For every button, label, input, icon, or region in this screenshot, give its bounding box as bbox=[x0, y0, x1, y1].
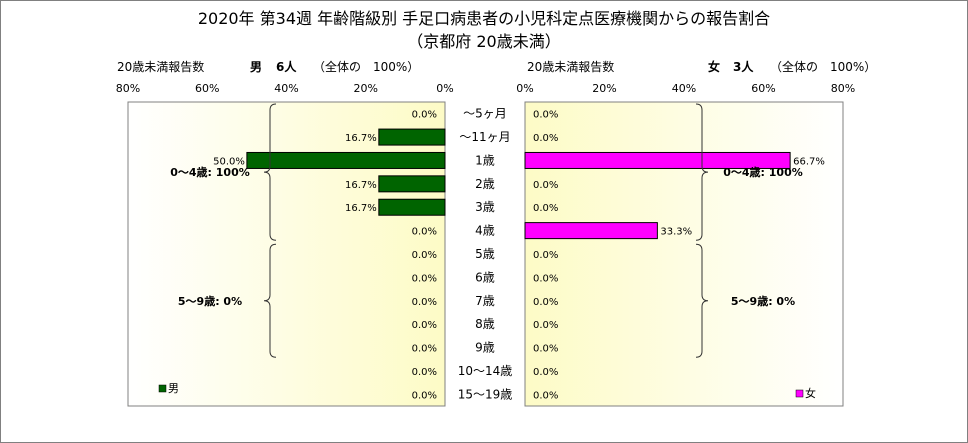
female-data-label: 0.0% bbox=[533, 110, 558, 121]
female-data-label: 0.0% bbox=[533, 367, 558, 378]
female-data-label: 66.7% bbox=[793, 156, 825, 167]
female-plot-area bbox=[524, 101, 844, 407]
category-label: ～5ヶ月 bbox=[463, 107, 507, 121]
category-label: 8歳 bbox=[475, 317, 495, 331]
male-group-label: 0～4歳: 100% bbox=[170, 165, 250, 179]
category-label: 10～14歳 bbox=[458, 364, 513, 378]
male-x-tick-label: 40% bbox=[274, 82, 298, 95]
male-data-label: 0.0% bbox=[412, 250, 437, 261]
female-group-brace bbox=[695, 103, 709, 241]
female-data-label: 0.0% bbox=[533, 180, 558, 191]
female-legend-swatch bbox=[795, 389, 804, 398]
category-label: ～11ヶ月 bbox=[459, 130, 510, 144]
male-data-label: 0.0% bbox=[412, 320, 437, 331]
male-data-label: 0.0% bbox=[412, 367, 437, 378]
male-data-label: 0.0% bbox=[412, 110, 437, 121]
male-data-label: 0.0% bbox=[412, 297, 437, 308]
female-x-tick-label: 0% bbox=[516, 82, 533, 95]
male-data-label: 16.7% bbox=[345, 180, 377, 191]
female-data-label: 33.3% bbox=[660, 227, 692, 238]
female-group-label: 5～9歳: 0% bbox=[731, 294, 795, 308]
female-legend-label: 女 bbox=[805, 386, 816, 400]
female-total-note: （全体の 100%） bbox=[770, 60, 877, 74]
male-legend-swatch bbox=[158, 384, 167, 393]
category-label: 9歳 bbox=[475, 341, 495, 355]
female-data-label: 0.0% bbox=[533, 390, 558, 401]
female-group-label: 0～4歳: 100% bbox=[723, 165, 803, 179]
female-data-label: 0.0% bbox=[533, 344, 558, 355]
male-data-label: 0.0% bbox=[412, 390, 437, 401]
female-gender-label: 女 bbox=[708, 60, 721, 74]
category-label: 5歳 bbox=[475, 247, 495, 261]
male-count: 6人 bbox=[276, 60, 297, 74]
category-label: 3歳 bbox=[475, 200, 495, 214]
category-label: 1歳 bbox=[475, 153, 495, 167]
male-x-tick-label: 0% bbox=[436, 82, 453, 95]
male-x-tick-label: 60% bbox=[195, 82, 219, 95]
female-x-tick-label: 20% bbox=[592, 82, 616, 95]
female-x-tick-label: 40% bbox=[672, 82, 696, 95]
male-data-label: 16.7% bbox=[345, 203, 377, 214]
female-x-tick-label: 80% bbox=[831, 82, 855, 95]
male-legend-label: 男 bbox=[168, 382, 179, 395]
male-group-label: 5～9歳: 0% bbox=[178, 294, 242, 308]
category-label: 15～19歳 bbox=[458, 387, 513, 401]
male-bar bbox=[378, 128, 446, 146]
category-label: 4歳 bbox=[475, 224, 495, 238]
male-total-note: （全体の 100%） bbox=[313, 60, 420, 74]
male-group-brace bbox=[263, 243, 277, 358]
category-label: 6歳 bbox=[475, 270, 495, 284]
male-plot-area bbox=[127, 101, 446, 407]
category-label: 2歳 bbox=[475, 177, 495, 191]
male-gender-label: 男 bbox=[250, 60, 263, 74]
female-bar bbox=[524, 222, 658, 240]
male-x-tick-label: 20% bbox=[354, 82, 378, 95]
male-data-label: 0.0% bbox=[412, 273, 437, 284]
female-data-label: 0.0% bbox=[533, 273, 558, 284]
female-x-tick-label: 60% bbox=[751, 82, 775, 95]
female-bar bbox=[524, 151, 791, 169]
male-data-label: 0.0% bbox=[412, 227, 437, 238]
female-data-label: 0.0% bbox=[533, 297, 558, 308]
male-data-label: 0.0% bbox=[412, 344, 437, 355]
female-data-label: 0.0% bbox=[533, 320, 558, 331]
female-count: 3人 bbox=[733, 60, 754, 74]
male-group-brace bbox=[263, 103, 277, 241]
male-data-label: 50.0% bbox=[213, 156, 245, 167]
male-bar bbox=[378, 175, 446, 193]
female-data-label: 0.0% bbox=[533, 133, 558, 144]
female-data-label: 0.0% bbox=[533, 250, 558, 261]
chart-title: 2020年 第34週 年齢階級別 手足口病患者の小児科定点医療機関からの報告割合 bbox=[197, 9, 771, 28]
male-data-label: 16.7% bbox=[345, 133, 377, 144]
male-x-tick-label: 80% bbox=[116, 82, 140, 95]
category-label: 7歳 bbox=[475, 294, 495, 308]
male-bar bbox=[378, 198, 446, 216]
female-group-brace bbox=[695, 243, 709, 358]
male-bar bbox=[246, 151, 446, 169]
male-axis-caption: 20歳未満報告数 bbox=[117, 60, 205, 74]
chart-subtitle: （京都府 20歳未満） bbox=[407, 32, 561, 51]
female-axis-caption: 20歳未満報告数 bbox=[527, 60, 615, 74]
female-data-label: 0.0% bbox=[533, 203, 558, 214]
